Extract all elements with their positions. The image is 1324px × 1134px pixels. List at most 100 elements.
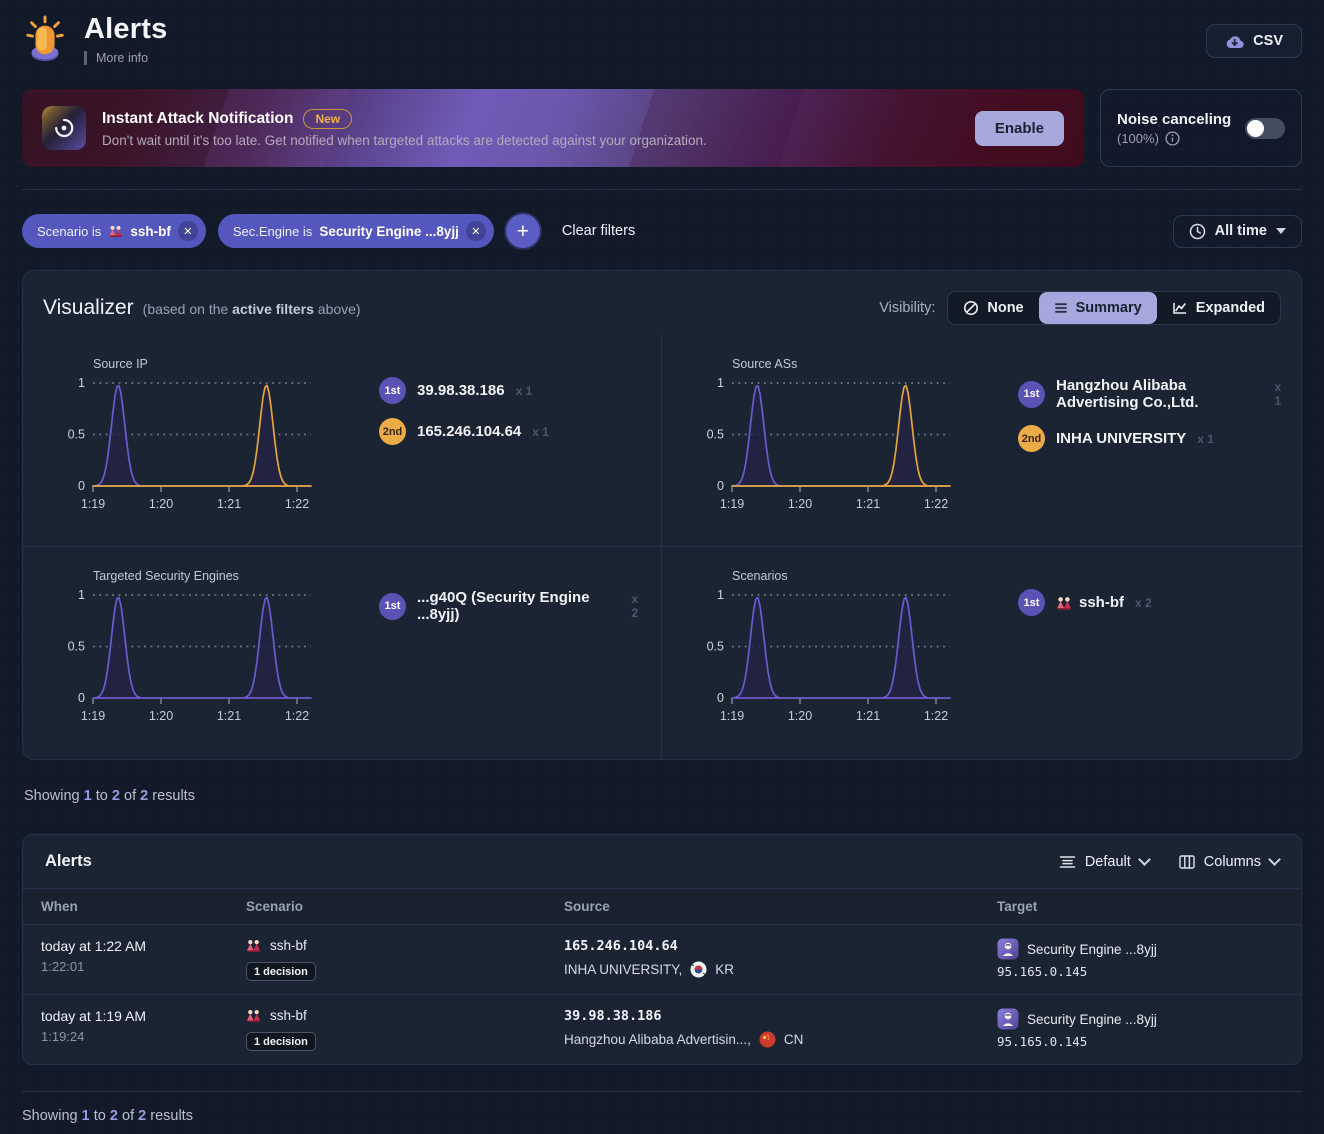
- clock-icon: [1189, 223, 1206, 240]
- noise-canceling-toggle[interactable]: [1245, 117, 1285, 139]
- csv-label: CSV: [1253, 33, 1283, 49]
- column-header-target[interactable]: Target: [997, 899, 1038, 915]
- filter-chip-scenario[interactable]: Scenario is ssh-bf ✕: [22, 214, 206, 249]
- columns-value: Columns: [1203, 853, 1261, 870]
- svg-text:0.5: 0.5: [68, 640, 85, 654]
- columns-dropdown[interactable]: Columns: [1179, 853, 1281, 870]
- legend-item[interactable]: 1st ssh-bf x 2: [1018, 589, 1152, 617]
- table-header-row: When Scenario Source Target: [23, 888, 1301, 926]
- time-range-dropdown[interactable]: All time: [1172, 214, 1302, 248]
- instant-attack-banner: Instant Attack Notification New Don't wa…: [22, 89, 1084, 168]
- visibility-expanded-button[interactable]: Expanded: [1157, 292, 1280, 324]
- list-icon: [1054, 302, 1068, 314]
- page-header: Alerts More info CSV: [22, 14, 1302, 67]
- source-ip: 39.98.38.186: [564, 1008, 662, 1025]
- density-dropdown[interactable]: Default: [1059, 853, 1151, 870]
- legend-item[interactable]: 2nd 165.246.104.64 x 1: [379, 418, 549, 446]
- svg-text:0.5: 0.5: [68, 428, 85, 442]
- alert-time-primary: today at 1:22 AM: [41, 938, 147, 955]
- table-row[interactable]: today at 1:22 AM 1:22:01 ssh-bf 1 decisi…: [23, 925, 1301, 996]
- new-badge: New: [303, 108, 353, 129]
- chip-value: Security Engine ...8yjj: [319, 223, 459, 239]
- add-filter-button[interactable]: +: [505, 214, 540, 249]
- target-ip: 95.165.0.145: [997, 1034, 1088, 1050]
- legend-item[interactable]: 1st Hangzhou Alibaba Advertising Co.,Ltd.…: [1018, 377, 1287, 411]
- csv-export-button[interactable]: CSV: [1206, 24, 1302, 58]
- legend-count: x 1: [515, 383, 533, 398]
- filter-chip-sec-engine[interactable]: Sec.Engine is Security Engine ...8yjj ✕: [217, 214, 494, 249]
- chart-icon: [1172, 301, 1188, 315]
- country-flag-icon: [759, 1031, 776, 1048]
- svg-text:1: 1: [717, 588, 724, 602]
- chevron-down-icon: [1268, 853, 1281, 867]
- column-header-when[interactable]: When: [41, 899, 78, 915]
- source-organization: Hangzhou Alibaba Advertisin...,: [564, 1032, 751, 1048]
- dolls-emoji-icon: [246, 938, 261, 953]
- visualizer-subtitle: (based on the active filters above): [142, 301, 361, 318]
- alert-time-secondary: 1:19:24: [41, 1029, 85, 1045]
- chip-value: ssh-bf: [130, 223, 171, 239]
- svg-text:1:22: 1:22: [285, 497, 309, 511]
- dolls-emoji-icon: [246, 1008, 261, 1023]
- column-header-scenario[interactable]: Scenario: [246, 899, 304, 915]
- chart-cell-source-ip: Source IP 1 0.5 0 1:19 1:20 1:21 1:22 1st 39.98…: [23, 335, 662, 548]
- svg-text:1:20: 1:20: [149, 497, 173, 511]
- clear-filters-button[interactable]: Clear filters: [561, 223, 636, 240]
- noise-canceling-percent: (100%): [1117, 130, 1159, 146]
- legend-item[interactable]: 1st ...g40Q (Security Engine ...8yjj) x 2: [379, 589, 647, 623]
- visualizer-title: Visualizer: [43, 296, 134, 320]
- chart-legend: 1st ssh-bf x 2: [1018, 569, 1152, 745]
- column-header-source[interactable]: Source: [564, 899, 610, 915]
- svg-text:1: 1: [78, 376, 85, 390]
- banner-title: Instant Attack Notification: [102, 109, 294, 127]
- info-icon[interactable]: [1165, 131, 1180, 146]
- svg-text:0: 0: [717, 479, 724, 493]
- filter-bar: Scenario is ssh-bf ✕ Sec.Engine is Secur…: [22, 214, 1302, 249]
- svg-text:0: 0: [78, 691, 85, 705]
- more-info-link[interactable]: More info: [84, 51, 148, 66]
- rank-badge: 1st: [379, 377, 406, 405]
- rank-badge: 2nd: [379, 418, 406, 446]
- legend-item[interactable]: 2nd INHA UNIVERSITY x 1: [1018, 425, 1287, 453]
- visibility-segmented-control: None Summary: [947, 291, 1281, 326]
- density-value: Default: [1084, 853, 1131, 870]
- svg-text:1:22: 1:22: [924, 709, 948, 723]
- target-ip: 95.165.0.145: [997, 964, 1088, 980]
- svg-text:1:19: 1:19: [720, 497, 744, 511]
- legend-label: 39.98.38.186: [417, 382, 505, 400]
- visibility-none-button[interactable]: None: [948, 292, 1038, 324]
- svg-text:1:21: 1:21: [217, 497, 241, 511]
- rank-badge: 1st: [379, 592, 406, 620]
- remove-filter-icon[interactable]: ✕: [177, 221, 198, 242]
- dolls-emoji-icon: [1056, 595, 1072, 611]
- visibility-summary-button[interactable]: Summary: [1038, 292, 1157, 325]
- remove-filter-icon[interactable]: ✕: [465, 221, 486, 242]
- enable-button[interactable]: Enable: [974, 110, 1064, 146]
- chart-legend: 1st Hangzhou Alibaba Advertising Co.,Ltd.…: [1018, 357, 1287, 532]
- results-summary-bottom: Showing 1 to 2 of 2 results: [22, 1108, 193, 1125]
- svg-text:1:21: 1:21: [856, 497, 880, 511]
- chart-legend: 1st ...g40Q (Security Engine ...8yjj) x 2: [379, 569, 647, 745]
- scenario-name: ssh-bf: [270, 938, 307, 954]
- columns-icon: [1179, 855, 1195, 869]
- decisions-badge: 1 decision: [246, 962, 316, 982]
- legend-label: ...g40Q (Security Engine ...8yjj): [417, 589, 590, 624]
- alert-time-secondary: 1:22:01: [41, 959, 85, 975]
- density-icon: [1059, 855, 1076, 869]
- table-body: today at 1:22 AM 1:22:01 ssh-bf 1 decisi…: [23, 925, 1301, 1064]
- svg-text:1:19: 1:19: [720, 709, 744, 723]
- svg-text:1:22: 1:22: [924, 497, 948, 511]
- target-engine-name: Security Engine ...8yjj: [1027, 1011, 1157, 1027]
- legend-label: INHA UNIVERSITY: [1056, 430, 1187, 448]
- svg-text:1:19: 1:19: [81, 497, 105, 511]
- source-organization: INHA UNIVERSITY,: [564, 962, 683, 978]
- svg-text:1: 1: [717, 376, 724, 390]
- legend-label: 165.246.104.64: [417, 423, 522, 441]
- svg-text:1:21: 1:21: [217, 709, 241, 723]
- legend-count: x 1: [1274, 380, 1282, 409]
- legend-item[interactable]: 1st 39.98.38.186 x 1: [379, 377, 549, 405]
- table-row[interactable]: today at 1:19 AM 1:19:24 ssh-bf 1 decisi…: [23, 995, 1301, 1064]
- visibility-label: Visibility:: [879, 300, 936, 317]
- header-divider: [22, 189, 1302, 191]
- country-flag-icon: [690, 961, 707, 978]
